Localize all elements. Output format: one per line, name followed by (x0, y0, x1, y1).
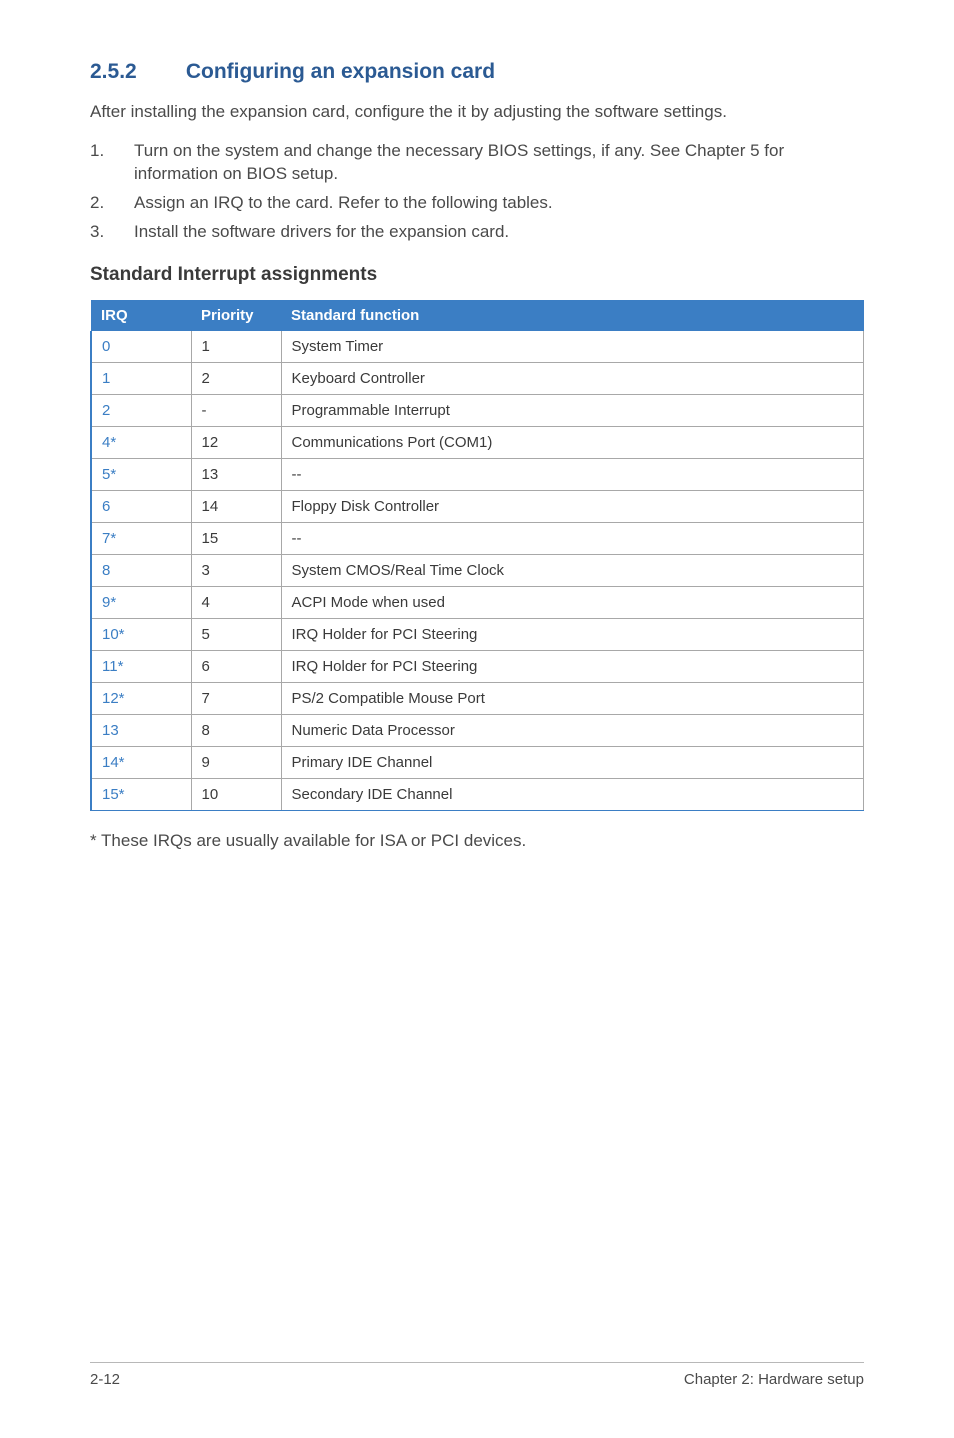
table-row: 15*10Secondary IDE Channel (91, 778, 864, 810)
table-cell: System Timer (281, 331, 864, 363)
sub-heading: Standard Interrupt assignments (90, 264, 864, 286)
table-row: 7*15-- (91, 522, 864, 554)
table-header-cell: Priority (191, 300, 281, 331)
footer-right: Chapter 2: Hardware setup (684, 1371, 864, 1388)
table-cell: Communications Port (COM1) (281, 426, 864, 458)
table-row: 2-Programmable Interrupt (91, 394, 864, 426)
footer-left: 2-12 (90, 1371, 120, 1388)
table-cell: PS/2 Compatible Mouse Port (281, 682, 864, 714)
table-row: 12*7PS/2 Compatible Mouse Port (91, 682, 864, 714)
table-cell: 6 (191, 650, 281, 682)
step-item: 3.Install the software drivers for the e… (90, 221, 864, 244)
step-text: Turn on the system and change the necess… (134, 140, 864, 186)
table-row: 14*9Primary IDE Channel (91, 746, 864, 778)
table-cell: 15* (91, 778, 191, 810)
table-header-cell: IRQ (91, 300, 191, 331)
table-row: 11*6IRQ Holder for PCI Steering (91, 650, 864, 682)
irq-table: IRQPriorityStandard function 01System Ti… (90, 300, 864, 811)
footnote: * These IRQs are usually available for I… (90, 831, 864, 851)
table-row: 4*12Communications Port (COM1) (91, 426, 864, 458)
table-cell: Floppy Disk Controller (281, 490, 864, 522)
table-cell: 2 (191, 362, 281, 394)
table-cell: 7 (191, 682, 281, 714)
table-cell: 13 (191, 458, 281, 490)
table-cell: 15 (191, 522, 281, 554)
step-item: 1.Turn on the system and change the nece… (90, 140, 864, 186)
table-cell: - (191, 394, 281, 426)
intro-paragraph: After installing the expansion card, con… (90, 101, 864, 124)
section-number: 2.5.2 (90, 60, 180, 84)
table-cell: 11* (91, 650, 191, 682)
table-cell: 4* (91, 426, 191, 458)
table-cell: 1 (91, 362, 191, 394)
step-text: Assign an IRQ to the card. Refer to the … (134, 192, 553, 215)
table-cell: 0 (91, 331, 191, 363)
table-cell: ACPI Mode when used (281, 586, 864, 618)
table-cell: 9* (91, 586, 191, 618)
table-cell: System CMOS/Real Time Clock (281, 554, 864, 586)
table-cell: 8 (91, 554, 191, 586)
step-number: 2. (90, 192, 134, 215)
step-number: 1. (90, 140, 134, 186)
table-cell: Primary IDE Channel (281, 746, 864, 778)
table-row: 01System Timer (91, 331, 864, 363)
table-cell: 10* (91, 618, 191, 650)
table-cell: 4 (191, 586, 281, 618)
table-row: 138Numeric Data Processor (91, 714, 864, 746)
steps-list: 1.Turn on the system and change the nece… (90, 140, 864, 244)
table-cell: 14 (191, 490, 281, 522)
step-number: 3. (90, 221, 134, 244)
table-cell: Keyboard Controller (281, 362, 864, 394)
table-cell: 1 (191, 331, 281, 363)
table-cell: 14* (91, 746, 191, 778)
table-cell: 5* (91, 458, 191, 490)
table-cell: 9 (191, 746, 281, 778)
table-cell: -- (281, 522, 864, 554)
table-cell: 12 (191, 426, 281, 458)
table-cell: 8 (191, 714, 281, 746)
table-header-row: IRQPriorityStandard function (91, 300, 864, 331)
step-item: 2.Assign an IRQ to the card. Refer to th… (90, 192, 864, 215)
table-cell: 13 (91, 714, 191, 746)
table-cell: IRQ Holder for PCI Steering (281, 618, 864, 650)
table-cell: 12* (91, 682, 191, 714)
table-cell: 6 (91, 490, 191, 522)
table-cell: 2 (91, 394, 191, 426)
table-row: 5*13-- (91, 458, 864, 490)
table-cell: Secondary IDE Channel (281, 778, 864, 810)
table-cell: IRQ Holder for PCI Steering (281, 650, 864, 682)
table-header-cell: Standard function (281, 300, 864, 331)
table-cell: Programmable Interrupt (281, 394, 864, 426)
table-cell: 5 (191, 618, 281, 650)
step-text: Install the software drivers for the exp… (134, 221, 509, 244)
table-body: 01System Timer12Keyboard Controller2-Pro… (91, 331, 864, 811)
table-cell: Numeric Data Processor (281, 714, 864, 746)
table-cell: 3 (191, 554, 281, 586)
section-heading: 2.5.2 Configuring an expansion card (90, 60, 864, 84)
table-row: 83System CMOS/Real Time Clock (91, 554, 864, 586)
table-row: 9*4ACPI Mode when used (91, 586, 864, 618)
page-footer: 2-12 Chapter 2: Hardware setup (90, 1362, 864, 1388)
table-cell: 10 (191, 778, 281, 810)
table-row: 10*5IRQ Holder for PCI Steering (91, 618, 864, 650)
table-row: 614Floppy Disk Controller (91, 490, 864, 522)
section-title: Configuring an expansion card (186, 60, 495, 83)
table-row: 12Keyboard Controller (91, 362, 864, 394)
table-cell: -- (281, 458, 864, 490)
table-cell: 7* (91, 522, 191, 554)
